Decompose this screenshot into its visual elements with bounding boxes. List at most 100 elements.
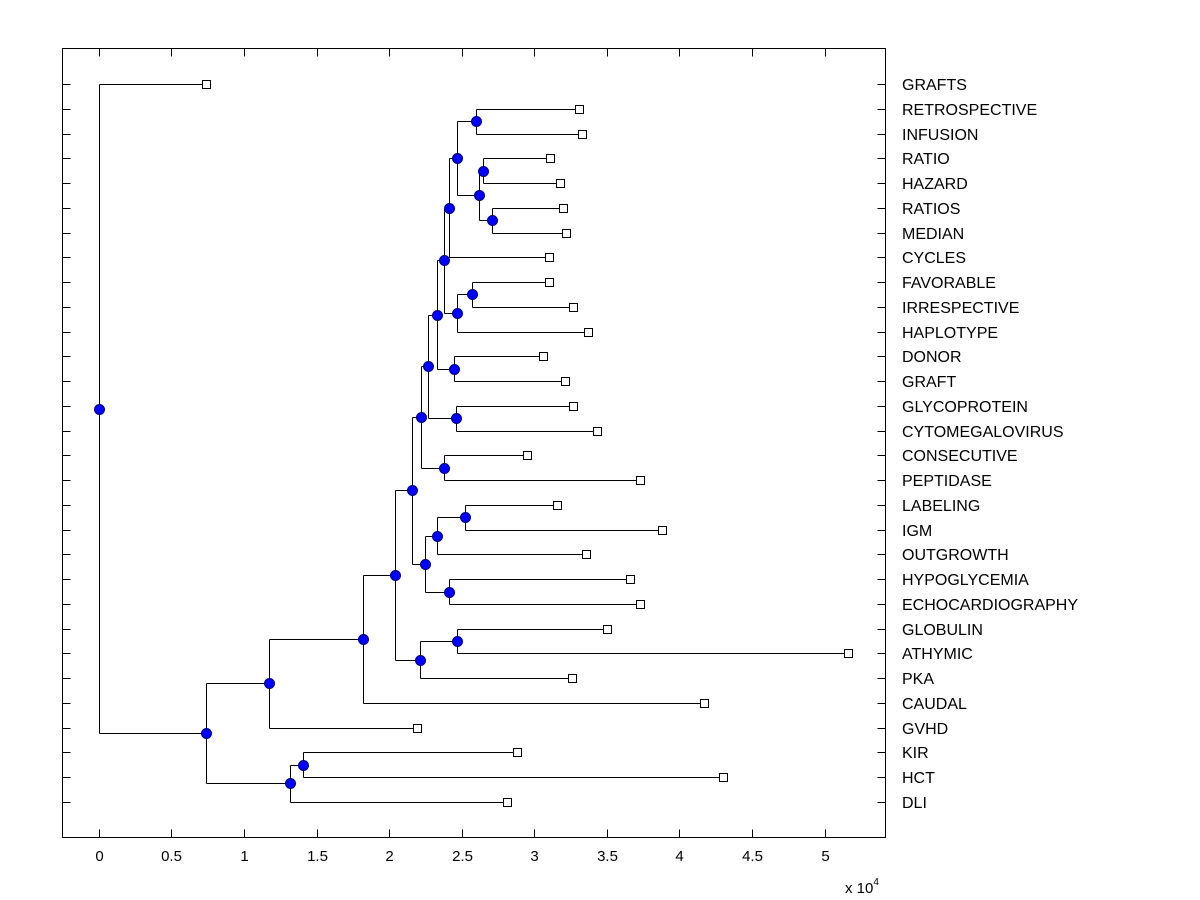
x-tick-labels: 0 0.5 1 1.5 2 2.5 3 3.5 4 4.5 5 (95, 848, 829, 865)
leaf-marker (636, 600, 645, 609)
internal-node-marker (439, 255, 450, 266)
leaf-markers (202, 80, 853, 807)
internal-node-markers (94, 116, 498, 789)
internal-node-marker (444, 587, 455, 598)
leaf-marker (593, 427, 602, 436)
leaf-marker (603, 625, 612, 634)
leaf-label: MEDIAN (902, 226, 964, 243)
leaf-label: GLYCOPROTEIN (902, 399, 1028, 416)
x-tick-label: 5 (821, 848, 829, 865)
internal-node-marker (467, 289, 478, 300)
leaf-label: HAPLOTYPE (902, 325, 998, 342)
internal-node-marker (420, 559, 431, 570)
internal-node-marker (452, 636, 463, 647)
leaf-marker (539, 352, 548, 361)
leaf-marker (556, 179, 565, 188)
leaf-label: LABELING (902, 498, 980, 515)
leaf-marker (719, 773, 728, 782)
internal-node-marker (452, 308, 463, 319)
internal-node-marker (478, 166, 489, 177)
internal-node-marker (416, 412, 427, 423)
x-exponent-power: 4 (873, 877, 879, 888)
leaf-marker (578, 130, 587, 139)
leaf-label: PEPTIDASE (902, 473, 992, 490)
leaf-marker (546, 154, 555, 163)
y-ticks (62, 84, 886, 803)
leaf-marker (584, 328, 593, 337)
x-tick-label: 0.5 (161, 848, 182, 865)
leaf-label: DONOR (902, 349, 962, 366)
leaf-label: HAZARD (902, 176, 968, 193)
leaf-marker (582, 550, 591, 559)
leaf-marker (503, 798, 512, 807)
x-tick-label: 4 (675, 848, 683, 865)
leaf-label: RETROSPECTIVE (902, 102, 1037, 119)
internal-node-marker (432, 531, 443, 542)
leaf-marker (553, 501, 562, 510)
x-tick-label: 3.5 (597, 848, 618, 865)
leaf-label: OUTGROWTH (902, 547, 1009, 564)
x-exponent-base: x 10 (845, 880, 873, 897)
internal-node-marker (460, 512, 471, 523)
leaf-label: CAUDAL (902, 696, 967, 713)
internal-node-marker (432, 310, 443, 321)
leaf-marker (636, 476, 645, 485)
leaf-label: FAVORABLE (902, 275, 996, 292)
x-tick-label: 1.5 (307, 848, 328, 865)
internal-node-marker (444, 203, 455, 214)
internal-node-marker (264, 678, 275, 689)
internal-node-marker (452, 153, 463, 164)
leaf-marker (545, 253, 554, 262)
internal-node-marker (298, 760, 309, 771)
internal-node-marker (487, 215, 498, 226)
x-tick-label: 2 (385, 848, 393, 865)
x-tick-label: 3 (530, 848, 538, 865)
internal-node-marker (358, 634, 369, 645)
leaf-marker (202, 80, 211, 89)
leaf-marker (568, 674, 577, 683)
x-tick-label: 2.5 (452, 848, 473, 865)
leaf-marker (575, 105, 584, 114)
x-ticks (99, 48, 826, 838)
internal-node-marker (407, 485, 418, 496)
leaf-label: GRAFTS (902, 77, 967, 94)
leaf-marker (844, 649, 853, 658)
leaf-label: GVHD (902, 721, 948, 738)
leaf-label: KIR (902, 745, 929, 762)
leaf-label: CYCLES (902, 250, 966, 267)
leaf-label: HYPOGLYCEMIA (902, 572, 1029, 589)
internal-node-marker (449, 364, 460, 375)
leaf-marker (561, 377, 570, 386)
x-exponent-label: x 104 (845, 877, 879, 897)
leaf-label: PKA (902, 671, 934, 688)
internal-node-marker (451, 413, 462, 424)
axes-box (62, 48, 886, 838)
internal-node-marker (390, 570, 401, 581)
internal-node-marker (285, 778, 296, 789)
leaf-marker (413, 724, 422, 733)
leaf-label: CONSECUTIVE (902, 448, 1018, 465)
internal-node-marker (201, 728, 212, 739)
leaf-marker (569, 402, 578, 411)
leaf-label: IGM (902, 523, 932, 540)
x-tick-label: 0 (95, 848, 103, 865)
leaf-marker (569, 303, 578, 312)
x-tick-label: 4.5 (742, 848, 763, 865)
leaf-label: INFUSION (902, 127, 978, 144)
leaf-label: ECHOCARDIOGRAPHY (902, 597, 1078, 614)
leaf-marker (513, 748, 522, 757)
leaf-marker (658, 526, 667, 535)
axes: 0 0.5 1 1.5 2 2.5 3 3.5 4 4.5 5 (62, 48, 886, 865)
leaf-label: IRRESPECTIVE (902, 300, 1019, 317)
leaf-labels: GRAFTS RETROSPECTIVE INFUSION RATIO HAZARD RA… (902, 77, 1078, 812)
internal-node-marker (94, 404, 105, 415)
leaf-label: RATIOS (902, 201, 960, 218)
leaf-marker (559, 204, 568, 213)
leaf-label: GRAFT (902, 374, 956, 391)
leaf-marker (562, 229, 571, 238)
leaf-label: HCT (902, 770, 935, 787)
leaf-marker (523, 451, 532, 460)
leaf-marker (545, 278, 554, 287)
x-tick-label: 1 (240, 848, 248, 865)
